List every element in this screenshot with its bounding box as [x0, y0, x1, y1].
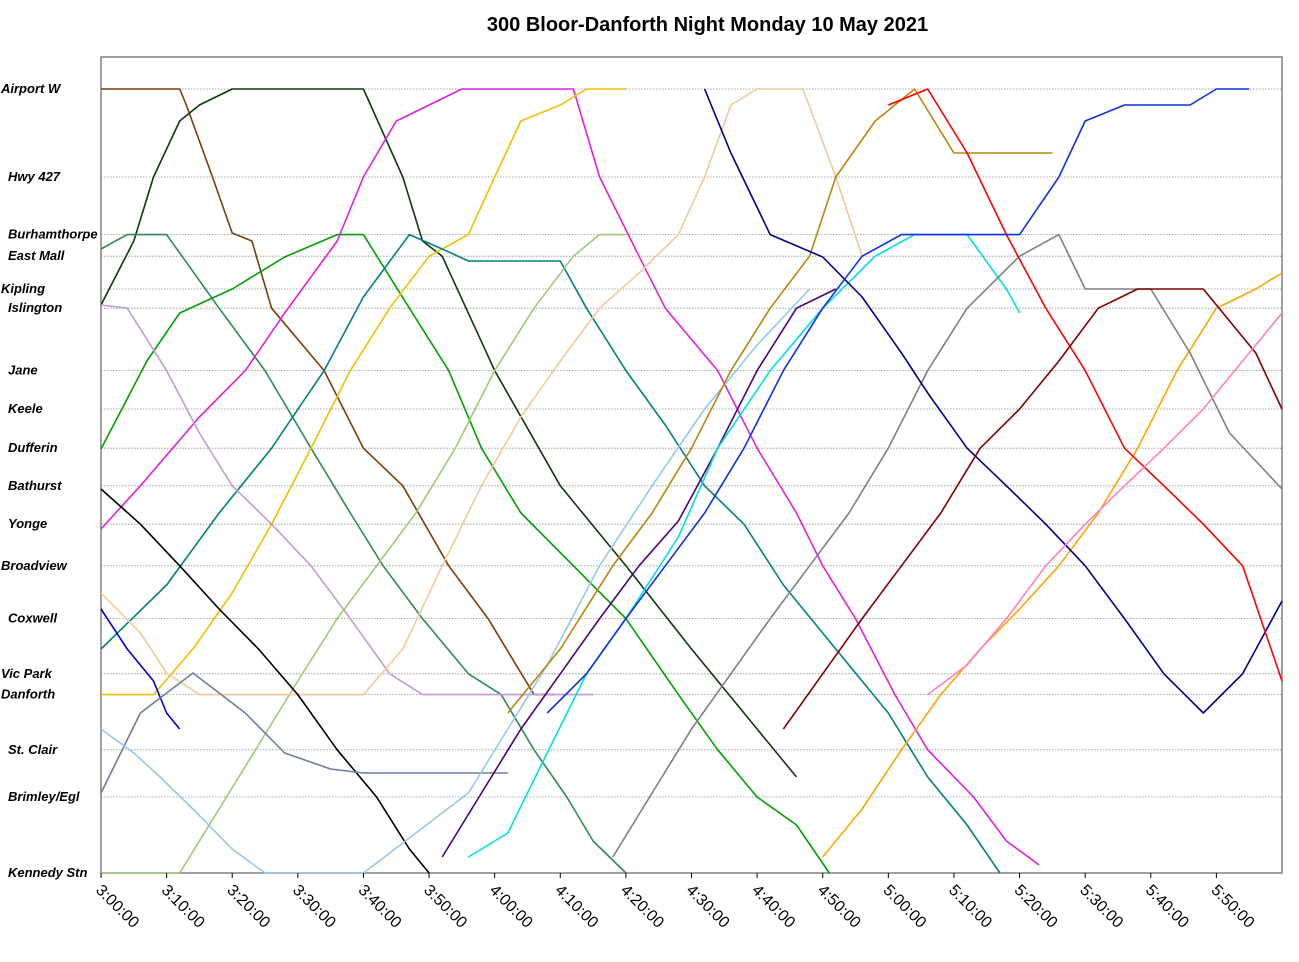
- y-tick-label: Broadview: [1, 558, 68, 573]
- series-line-20: [703, 88, 1283, 714]
- x-tick-label: 4:00:00: [486, 882, 536, 932]
- series-line-6: [101, 88, 626, 696]
- series-line-5: [100, 88, 1040, 866]
- x-tick-label: 3:10:00: [158, 882, 208, 932]
- y-tick-label: Dufferin: [8, 440, 58, 455]
- y-tick-label: Yonge: [8, 516, 47, 531]
- x-axis-labels: 3:00:00 3:10:00 3:20:00 3:30:00 3:40:00 3:50:…: [92, 873, 1257, 932]
- series-line-4: [100, 233, 627, 874]
- x-tick-label: 5:30:00: [1076, 882, 1126, 932]
- series-line-12: [100, 608, 181, 730]
- series-line-10: [100, 88, 863, 696]
- y-tick-label: Danforth: [1, 687, 55, 702]
- x-tick-label: 5:00:00: [880, 882, 930, 932]
- series-layer: [100, 88, 1283, 874]
- series-line-19: [612, 233, 1283, 858]
- series-line-13: [100, 672, 508, 794]
- x-tick-label: 5:40:00: [1142, 882, 1192, 932]
- x-tick-label: 4:10:00: [551, 882, 601, 932]
- series-line-22: [546, 88, 1250, 714]
- x-tick-label: 4:20:00: [617, 882, 667, 932]
- x-tick-label: 3:50:00: [420, 882, 470, 932]
- x-tick-label: 4:50:00: [814, 882, 864, 932]
- series-line-11: [100, 488, 430, 874]
- chart-title: 300 Bloor-Danforth Night Monday 10 May 2…: [486, 14, 929, 36]
- series-line-15: [441, 288, 837, 858]
- series-line-8: [100, 304, 594, 696]
- y-tick-label: Bathurst: [8, 478, 62, 493]
- y-tick-label: Islington: [8, 300, 62, 315]
- x-tick-label: 3:00:00: [92, 882, 142, 932]
- series-line-2: [100, 88, 798, 778]
- y-tick-label: Airport W: [0, 81, 62, 96]
- series-line-9: [101, 233, 626, 874]
- series-line-18: [822, 272, 1283, 858]
- y-tick-label: Kipling: [1, 281, 45, 296]
- x-tick-label: 3:20:00: [223, 882, 273, 932]
- series-line-14: [100, 288, 811, 874]
- y-tick-label: Burhamthorpe: [8, 227, 98, 242]
- y-tick-label: Keele: [8, 401, 43, 416]
- x-tick-label: 4:40:00: [748, 882, 798, 932]
- series-line-1: [101, 88, 554, 696]
- x-tick-label: 5:10:00: [945, 882, 995, 932]
- y-tick-label: Coxwell: [8, 611, 58, 626]
- x-tick-label: 5:50:00: [1208, 882, 1258, 932]
- y-tick-label: Hwy 427: [8, 169, 61, 184]
- series-line-24: [927, 312, 1283, 696]
- series-line-7: [100, 233, 1001, 874]
- x-tick-label: 3:30:00: [289, 882, 339, 932]
- x-tick-label: 4:30:00: [683, 882, 733, 932]
- y-tick-label: Jane: [8, 363, 38, 378]
- y-tick-label: East Mall: [8, 248, 65, 263]
- x-tick-label: 5:20:00: [1011, 882, 1061, 932]
- series-line-16: [507, 88, 1053, 714]
- x-tick-label: 3:40:00: [355, 882, 405, 932]
- y-tick-label: Kennedy Stn: [8, 865, 88, 880]
- series-line-21: [887, 88, 1283, 682]
- series-line-3: [100, 233, 830, 874]
- y-axis-labels: Airport W Hwy 427 Burhamthorpe East Mall Kip…: [0, 81, 98, 880]
- y-tick-label: Vic Park: [1, 666, 53, 681]
- y-tick-label: St. Clair: [8, 742, 58, 757]
- series-line-23: [782, 288, 1283, 730]
- y-tick-label: Brimley/Egl: [8, 789, 80, 804]
